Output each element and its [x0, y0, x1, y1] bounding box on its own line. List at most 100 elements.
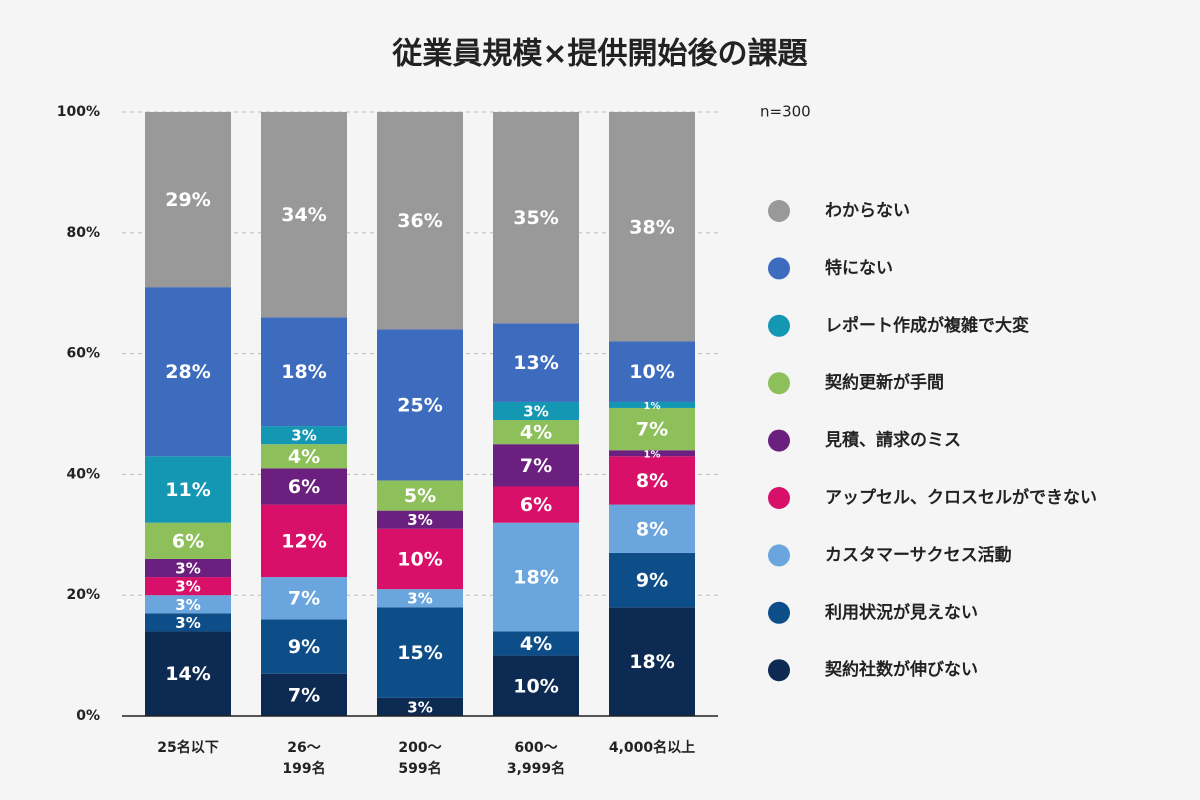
legend-label: 契約社数が伸びない [824, 659, 978, 680]
bar-segment [377, 697, 463, 716]
x-tick-label: 599名 [398, 760, 441, 777]
bar-segment [261, 112, 347, 318]
data-label: 34% [281, 204, 326, 226]
data-label: 6% [288, 476, 320, 498]
bar-segment [145, 456, 231, 523]
y-tick-label: 20% [66, 587, 100, 603]
legend-swatch [768, 544, 790, 567]
bar-segment [145, 631, 231, 716]
bar-segment [145, 577, 231, 596]
bar-segment [145, 595, 231, 614]
legend-swatch [768, 601, 790, 624]
legend-swatch [768, 429, 790, 452]
bar-segment [609, 504, 695, 553]
data-label: 18% [629, 651, 674, 673]
bar-segment [609, 401, 695, 408]
bar-segment [493, 631, 579, 656]
data-label: 3% [291, 427, 316, 445]
y-tick-label: 60% [66, 346, 100, 362]
data-label: 3% [175, 578, 200, 596]
bar-segment [493, 420, 579, 445]
bar-segment [261, 619, 347, 674]
bar-segment [377, 589, 463, 608]
data-label: 7% [288, 588, 320, 610]
data-label: 7% [520, 455, 552, 477]
bar-segment [261, 468, 347, 505]
bar-segment [377, 112, 463, 330]
data-label: 9% [636, 570, 668, 592]
legend-label: レポート作成が複雑で大変 [825, 315, 1029, 336]
legend-swatch [768, 372, 790, 395]
bar-segment [145, 287, 231, 457]
data-label: 5% [404, 485, 436, 507]
bar-segment [145, 522, 231, 559]
data-label: 15% [397, 642, 442, 664]
data-label: 10% [397, 548, 442, 570]
data-label: 8% [636, 470, 668, 492]
bar-segment [609, 112, 695, 342]
y-tick-label: 100% [57, 104, 100, 120]
data-label: 13% [513, 352, 558, 374]
x-tick-label: 200〜 [398, 740, 441, 756]
bar-segment [261, 673, 347, 716]
bar-segment [261, 504, 347, 578]
bar-segment [609, 450, 695, 457]
legend-swatch [768, 257, 790, 280]
data-label: 18% [281, 361, 326, 383]
data-label: 28% [165, 361, 210, 383]
data-label: 1% [644, 449, 661, 460]
legend-label: わからない [825, 201, 910, 221]
data-label: 3% [407, 511, 432, 529]
legend-swatch [768, 200, 790, 222]
data-label: 36% [397, 210, 442, 232]
bar-segment [145, 112, 231, 288]
legend-swatch [768, 487, 790, 509]
data-label: 6% [520, 494, 552, 516]
bar-segment [261, 317, 347, 427]
bar-segment [261, 444, 347, 469]
legend-label: 特にない [825, 257, 893, 278]
bar-segment [377, 607, 463, 698]
bar-segment [261, 426, 347, 445]
data-label: 3% [175, 614, 200, 632]
x-tick-label: 25名以下 [157, 739, 218, 756]
bar-segment [377, 329, 463, 481]
legend-label: アップセル、クロスセルができない [825, 487, 1097, 508]
data-label: 14% [165, 663, 210, 685]
data-label: 3% [407, 698, 432, 716]
data-label: 3% [407, 590, 432, 608]
legend-label: 利用状況が見えない [825, 602, 978, 623]
legend-label: カスタマーサクセス活動 [825, 544, 1012, 565]
y-tick-label: 80% [66, 225, 100, 241]
data-label: 35% [513, 207, 558, 229]
legend-swatch [768, 314, 790, 337]
bar-segment [377, 528, 463, 590]
data-label: 12% [281, 530, 326, 552]
bar-segment [493, 522, 579, 632]
bar-segment [145, 558, 231, 578]
data-label: 7% [288, 684, 320, 706]
y-tick-label: 0% [76, 708, 100, 724]
chart-title: 従業員規模×提供開始後の課題 [391, 37, 807, 72]
data-label: 6% [172, 530, 204, 552]
x-tick-label: 4,000名以上 [609, 739, 695, 756]
bar-segment [261, 577, 347, 620]
y-tick-label: 40% [66, 466, 100, 482]
bar-segment [493, 323, 579, 402]
data-label: 29% [165, 189, 210, 211]
data-label: 8% [636, 518, 668, 540]
bar-segment [609, 607, 695, 716]
data-label: 1% [644, 401, 661, 412]
bar-segment [609, 407, 695, 451]
data-label: 4% [288, 446, 320, 468]
bar-segment [493, 444, 579, 487]
data-label: 11% [165, 479, 210, 501]
data-label: 4% [520, 422, 552, 444]
data-label: 38% [629, 216, 674, 238]
data-label: 7% [636, 419, 668, 441]
x-tick-label: 26〜 [287, 740, 320, 756]
data-label: 9% [288, 636, 320, 658]
x-tick-label: 600〜 [514, 740, 557, 756]
bar-segment [377, 480, 463, 511]
